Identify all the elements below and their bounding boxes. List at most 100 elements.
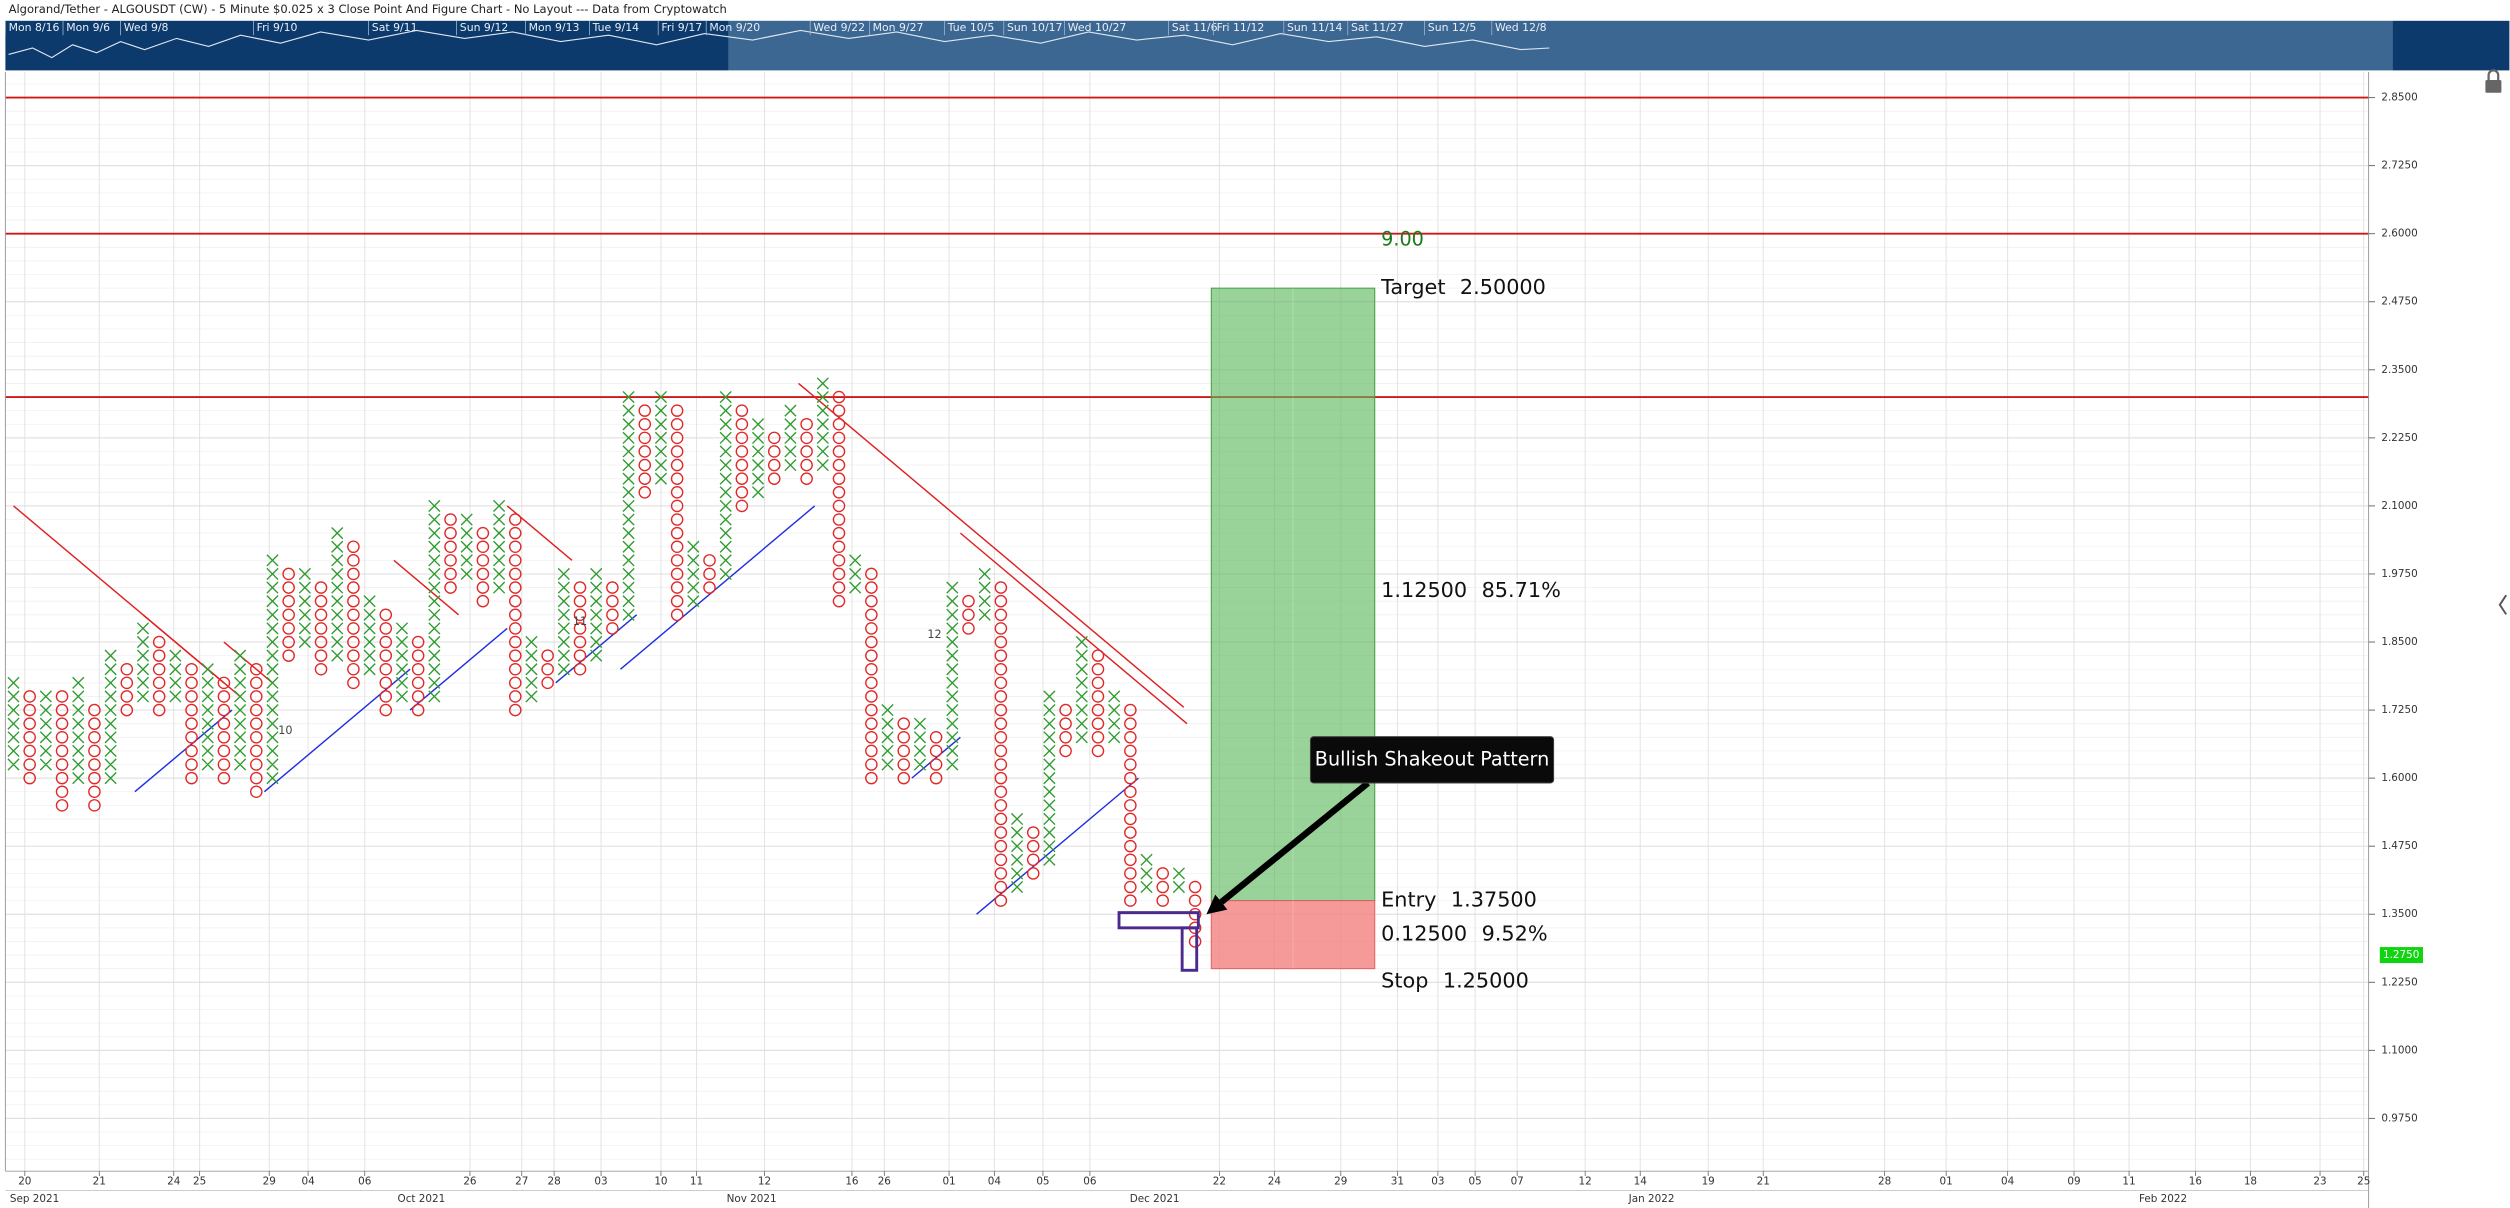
o-column	[282, 567, 295, 662]
x-column	[525, 635, 538, 703]
x-column	[234, 649, 247, 771]
trend-line	[142, 614, 241, 698]
o-column	[1124, 703, 1137, 907]
navigator-band[interactable]	[728, 20, 2393, 71]
trend-line	[911, 736, 961, 779]
x-tick-label: 05	[1468, 1176, 1481, 1188]
o-column	[897, 717, 911, 785]
o-column	[379, 608, 393, 717]
reward-risk-ratio: 9.00	[1381, 228, 1424, 251]
x-tick-label: 28	[1878, 1176, 1891, 1188]
navigator-label: Mon 9/6	[66, 21, 110, 34]
x-tick-label: 24	[1268, 1176, 1282, 1188]
o-column	[767, 431, 781, 485]
column-label: 10	[278, 724, 292, 737]
o-column	[735, 404, 749, 513]
o-column	[250, 663, 263, 798]
y-tick-label: 1.8500	[2381, 636, 2417, 648]
x-column	[72, 676, 85, 785]
x-tick-label: 04	[2001, 1176, 2015, 1188]
x-column	[654, 390, 668, 485]
x-column	[946, 581, 959, 771]
y-tick-label: 2.4750	[2381, 296, 2417, 308]
trend-line	[620, 505, 816, 670]
x-tick-label: 05	[1036, 1176, 1049, 1188]
o-column	[88, 703, 101, 812]
x-tick-label: 27	[515, 1176, 528, 1188]
x-tick-label: 22	[1213, 1176, 1226, 1188]
column-label: 11	[573, 615, 587, 628]
y-tick-label: 1.2250	[2381, 976, 2417, 988]
x-column	[719, 390, 732, 581]
y-tick-label: 1.6000	[2381, 772, 2417, 784]
o-column	[476, 526, 490, 608]
plot: 10 11 12 9.00 Target 2.50000 1.12500 85.71% Entr…	[5, 96, 2369, 992]
trend-line	[409, 627, 508, 711]
o-column	[670, 404, 684, 621]
x-column	[687, 540, 700, 608]
y-tick-label: 1.7250	[2381, 704, 2417, 716]
x-column	[1108, 690, 1121, 744]
x-tick-label: 24	[167, 1176, 181, 1188]
x-column	[978, 567, 991, 621]
highlight-box	[1180, 926, 1199, 972]
y-tick-label: 2.1000	[2381, 500, 2417, 512]
x-tick-label: 11	[690, 1176, 703, 1188]
reward-label: 1.12500 85.71%	[1381, 578, 1561, 602]
highlight-box	[1117, 911, 1200, 930]
x-tick-label: 01	[1940, 1176, 1953, 1188]
navigator-label: Fri 9/10	[257, 21, 298, 34]
callout-arrow-head	[1206, 894, 1228, 915]
navigator-label: Mon 9/13	[529, 21, 580, 34]
y-tick-label: 2.7250	[2381, 160, 2417, 172]
x-tick-label: 04	[301, 1176, 315, 1188]
risk-label-part: 0.12500	[1381, 922, 1467, 946]
o-column	[638, 404, 652, 499]
x-column	[298, 567, 311, 649]
x-column	[39, 690, 52, 771]
x-column	[913, 717, 927, 771]
o-column	[1091, 649, 1105, 758]
reward-label-part: 1.12500	[1381, 578, 1467, 602]
column-label: 12	[927, 628, 941, 641]
month-label: Jan 2022	[1628, 1193, 1675, 1205]
o-column	[55, 690, 69, 812]
x-column	[460, 513, 473, 581]
x-tick-label: 21	[93, 1176, 106, 1188]
month-label: Sep 2021	[10, 1193, 59, 1205]
navigator-selected[interactable]	[5, 20, 729, 71]
y-tick-label: 2.8500	[2381, 92, 2417, 104]
o-column	[832, 390, 846, 608]
chart-title: Algorand/Tether - ALGOUSDT (CW) - 5 Minu…	[9, 2, 727, 16]
o-column	[185, 663, 198, 785]
x-tick-label: 12	[758, 1176, 771, 1188]
x-tick-label: 20	[18, 1176, 31, 1188]
y-tick-label: 1.1000	[2381, 1044, 2417, 1056]
x-column	[1075, 635, 1088, 744]
month-label: Oct 2021	[398, 1193, 446, 1205]
x-column	[1172, 867, 1185, 894]
o-column	[444, 513, 457, 594]
x-tick-label: 09	[2067, 1176, 2080, 1188]
trend-line	[134, 709, 233, 793]
navigator-label: Sat 11/27	[1351, 21, 1404, 34]
target-label: Target 2.50000	[1380, 275, 1546, 299]
side-panel-toggle[interactable]	[2498, 594, 2507, 615]
y-tick-label: 2.3500	[2381, 364, 2417, 376]
navigator-end	[2392, 20, 2510, 71]
month-label: Dec 2021	[1130, 1193, 1180, 1205]
o-column	[217, 676, 231, 785]
o-column	[1188, 880, 1202, 948]
o-column	[929, 731, 943, 785]
navigator-label: Mon 9/20	[709, 21, 760, 34]
navigator-label: Sat 9/11	[372, 21, 418, 34]
trend-line	[798, 382, 1185, 708]
x-column	[428, 499, 441, 703]
month-label: Feb 2022	[2139, 1193, 2187, 1205]
lock-icon[interactable]	[2485, 69, 2502, 93]
grid	[5, 72, 2369, 1172]
trend-line	[393, 559, 460, 616]
o-column	[1026, 826, 1040, 880]
